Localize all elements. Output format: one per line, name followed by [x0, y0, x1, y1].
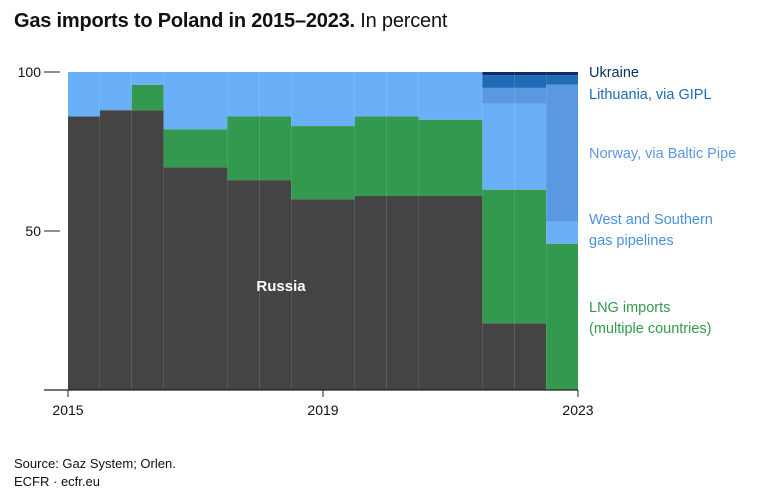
segment-lng-imports-multiple-countries-2021.5 — [482, 189, 515, 324]
segment-russia-2019 — [323, 199, 355, 390]
segment-ukraine-2022 — [514, 72, 547, 76]
segment-west-and-southern-gas-pipelines-2022 — [514, 103, 547, 190]
segment-west-and-southern-gas-pipelines-2016.5 — [163, 72, 196, 130]
segment-russia-2021.5 — [482, 323, 515, 390]
chart-legend: Ukraine Lithuania, via GIPL Norway, via Ba… — [589, 65, 736, 337]
legend-item-lithuania-via-gipl: Lithuania, via GIPL — [589, 87, 712, 103]
segment-west-and-southern-gas-pipelines-2017.5 — [227, 72, 260, 117]
segment-lng-imports-multiple-countries-2018.5 — [291, 126, 323, 200]
y-tick-label-50: 50 — [25, 223, 41, 239]
segment-russia-2020 — [386, 196, 419, 390]
segment-lng-imports-multiple-countries-2021 — [450, 119, 483, 197]
segment-lng-imports-multiple-countries-2022.5 — [546, 243, 578, 390]
segment-russia-2021 — [450, 196, 483, 390]
segment-russia-2020.5 — [418, 196, 451, 390]
segment-russia-2016.5 — [163, 167, 196, 390]
segment-russia-2017 — [195, 167, 228, 390]
chart-title-main: Gas imports to Poland in 2015–2023. — [14, 10, 355, 32]
segment-lng-imports-multiple-countries-2019 — [323, 126, 355, 200]
segment-west-and-southern-gas-pipelines-2019 — [323, 72, 355, 127]
legend-item-lng-imports-multiple-countries: LNG imports (multiple countries) — [589, 300, 712, 337]
segment-west-and-southern-gas-pipelines-2015.5 — [99, 72, 132, 111]
chart-labels: Russia — [256, 278, 306, 295]
chart-areas — [68, 72, 578, 391]
segment-lng-imports-multiple-countries-2016 — [131, 84, 164, 111]
segment-west-and-southern-gas-pipelines-2019.5 — [354, 72, 387, 117]
segment-west-and-southern-gas-pipelines-2017 — [195, 72, 228, 130]
segment-russia-2015 — [68, 116, 100, 391]
segment-russia-2016 — [131, 110, 164, 390]
segment-west-and-southern-gas-pipelines-2016 — [131, 72, 164, 85]
segment-lithuania-via-gipl-2022.5 — [546, 75, 578, 85]
segment-west-and-southern-gas-pipelines-2020.5 — [418, 72, 451, 120]
segment-west-and-southern-gas-pipelines-2021 — [450, 72, 483, 120]
source-note: Source: Gaz System; Orlen. — [14, 456, 176, 471]
segment-west-and-southern-gas-pipelines-2022.5 — [546, 221, 578, 244]
credit-note: ECFR · ecfr.eu — [14, 474, 100, 489]
x-tick-label-2019: 2019 — [307, 402, 338, 418]
segment-lng-imports-multiple-countries-2018 — [259, 116, 292, 181]
segment-west-and-southern-gas-pipelines-2018 — [259, 72, 292, 117]
series-label-russia: Russia — [256, 278, 306, 295]
segment-norway-via-baltic-pipe-2022 — [514, 87, 547, 104]
segment-russia-2018 — [259, 180, 292, 390]
segment-lng-imports-multiple-countries-2019.5 — [354, 116, 387, 197]
chart-title: Gas imports to Poland in 2015–2023. In p… — [14, 10, 447, 33]
segment-lng-imports-multiple-countries-2020.5 — [418, 119, 451, 197]
segment-west-and-southern-gas-pipelines-2015 — [68, 72, 100, 117]
segment-russia-2017.5 — [227, 180, 260, 390]
segment-lng-imports-multiple-countries-2016.5 — [163, 129, 196, 168]
segment-russia-2015.5 — [99, 110, 132, 390]
segment-russia-2018.5 — [291, 199, 323, 390]
segment-ukraine-2022.5 — [546, 72, 578, 76]
segment-lng-imports-multiple-countries-2017.5 — [227, 116, 260, 181]
segment-west-and-southern-gas-pipelines-2021.5 — [482, 103, 515, 190]
legend-item-west-and-southern-gas-pipelines: West and Southern gas pipelines — [589, 212, 713, 249]
chart-axes: 50 100 2015 2019 2023 — [18, 64, 594, 418]
segment-russia-2022 — [514, 323, 547, 390]
y-tick-label-100: 100 — [18, 64, 42, 80]
segment-west-and-southern-gas-pipelines-2020 — [386, 72, 419, 117]
x-tick-label-2023: 2023 — [562, 402, 593, 418]
segment-norway-via-baltic-pipe-2022.5 — [546, 84, 578, 222]
segment-lng-imports-multiple-countries-2020 — [386, 116, 419, 197]
segment-russia-2019.5 — [354, 196, 387, 390]
segment-lithuania-via-gipl-2022 — [514, 75, 547, 88]
x-tick-label-2015: 2015 — [52, 402, 83, 418]
segment-west-and-southern-gas-pipelines-2018.5 — [291, 72, 323, 127]
legend-item-ukraine: Ukraine — [589, 65, 639, 81]
legend-item-norway-via-baltic-pipe: Norway, via Baltic Pipe — [589, 146, 736, 162]
segment-lithuania-via-gipl-2021.5 — [482, 75, 515, 88]
chart-title-unit: In percent — [354, 10, 448, 32]
segment-lng-imports-multiple-countries-2017 — [195, 129, 228, 168]
segment-norway-via-baltic-pipe-2021.5 — [482, 87, 515, 104]
segment-lng-imports-multiple-countries-2022 — [514, 189, 547, 324]
segment-ukraine-2021.5 — [482, 72, 515, 76]
